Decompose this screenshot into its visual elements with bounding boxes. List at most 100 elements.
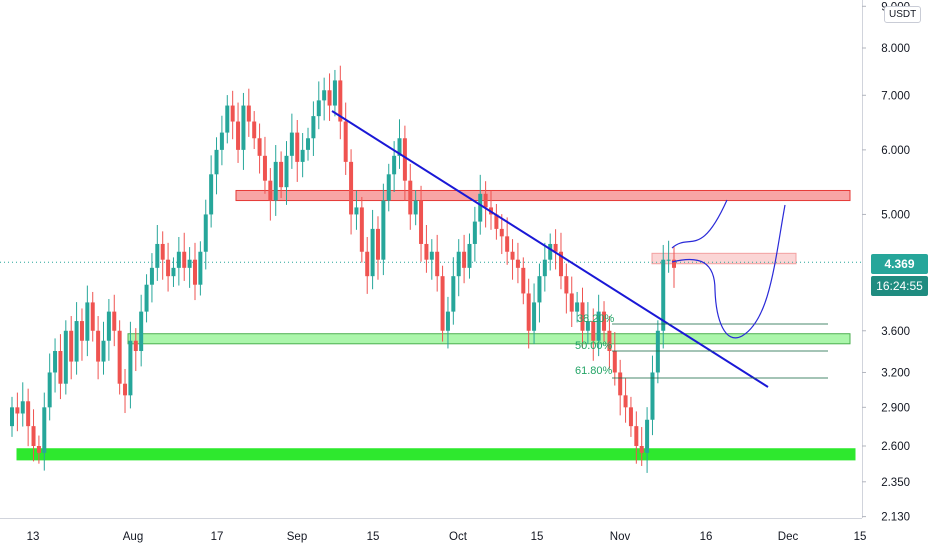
candle xyxy=(483,181,488,228)
candle xyxy=(112,294,117,347)
candle xyxy=(96,316,101,380)
candle-body xyxy=(456,251,461,277)
candle-body xyxy=(526,293,531,331)
candle xyxy=(187,247,192,288)
candle-body xyxy=(542,259,547,277)
candle xyxy=(149,253,154,303)
candle-body xyxy=(478,193,483,222)
candle xyxy=(424,225,429,273)
candle xyxy=(612,332,617,386)
candle-body xyxy=(375,228,380,260)
candle-body xyxy=(661,259,666,331)
candle-body xyxy=(214,149,219,175)
candle xyxy=(585,302,590,344)
candle xyxy=(322,77,327,121)
time-tick-label: 15 xyxy=(531,531,544,543)
candle-body xyxy=(246,105,251,122)
candle xyxy=(494,203,499,240)
candle-body xyxy=(230,105,235,122)
price-tick-label: 3.200 xyxy=(881,367,910,379)
candle xyxy=(349,149,354,235)
candle xyxy=(408,163,413,230)
candle xyxy=(575,291,580,323)
candle xyxy=(558,232,563,290)
candle xyxy=(526,278,531,349)
candle-body xyxy=(467,243,472,268)
candle-body xyxy=(532,302,537,331)
candle xyxy=(618,359,623,416)
candle xyxy=(279,151,284,198)
candle-body xyxy=(219,132,224,150)
candle-body xyxy=(435,251,440,277)
price-tick-label: 2.130 xyxy=(881,512,910,524)
candle xyxy=(596,294,601,357)
candle xyxy=(246,88,251,137)
candle-body xyxy=(31,426,36,446)
price-tick-label: 2.900 xyxy=(881,402,910,414)
candle-body xyxy=(187,259,192,268)
candle xyxy=(133,328,138,372)
candle xyxy=(655,320,660,384)
candle-body xyxy=(628,407,633,427)
candle-body xyxy=(397,138,402,156)
candle xyxy=(306,127,311,161)
trendline xyxy=(331,110,769,388)
candle-body xyxy=(284,155,289,188)
candles xyxy=(10,65,676,473)
candle-body xyxy=(623,395,628,408)
candle xyxy=(553,229,558,270)
candle-body xyxy=(354,207,359,215)
candle xyxy=(451,257,456,325)
candle xyxy=(602,301,607,342)
candle xyxy=(166,242,171,292)
candle xyxy=(10,396,14,437)
time-tick-label: 15 xyxy=(367,531,380,543)
candle-body xyxy=(155,243,160,268)
resistance-zone xyxy=(235,189,851,202)
candle-body xyxy=(316,100,321,117)
candle-body xyxy=(192,259,197,285)
candle-body xyxy=(618,372,623,396)
candle xyxy=(650,355,655,436)
candle-body xyxy=(381,200,386,260)
candle-body xyxy=(553,243,558,252)
candle xyxy=(311,101,316,156)
time-tick-label: 17 xyxy=(211,531,224,543)
currency-badge[interactable]: USDT xyxy=(884,6,922,23)
candle-body xyxy=(322,90,327,101)
candle-body xyxy=(424,243,429,260)
candle-body xyxy=(117,330,122,384)
time-tick-label: Nov xyxy=(610,531,631,543)
candle-body xyxy=(139,311,144,352)
candle xyxy=(20,382,25,427)
last-price-label: 4.369 xyxy=(871,254,928,274)
candle-body xyxy=(96,330,101,362)
candle xyxy=(397,119,402,169)
candle xyxy=(74,302,79,375)
candle-body xyxy=(639,446,644,453)
candle-body xyxy=(58,351,63,384)
candle-body xyxy=(176,251,181,268)
candle-body xyxy=(343,121,348,162)
candle xyxy=(623,378,628,423)
candle-body xyxy=(128,340,133,396)
price-tick-label: 5.000 xyxy=(881,209,910,221)
candle xyxy=(354,190,359,230)
price-tick-label: 7.000 xyxy=(881,90,910,102)
candle xyxy=(327,73,332,121)
time-tick-label: 16 xyxy=(700,531,713,543)
candle-body xyxy=(494,214,499,229)
candle xyxy=(413,190,418,226)
candle xyxy=(381,183,386,276)
price-tick-label: 6.000 xyxy=(881,145,910,157)
candle xyxy=(532,283,537,344)
candle-body xyxy=(198,251,203,285)
candle xyxy=(505,217,510,265)
candle-body xyxy=(79,321,84,341)
price-tick-label: 3.600 xyxy=(881,326,910,338)
candle xyxy=(209,155,214,228)
candle xyxy=(273,145,278,216)
candle xyxy=(284,141,289,205)
candle-body xyxy=(332,80,337,106)
